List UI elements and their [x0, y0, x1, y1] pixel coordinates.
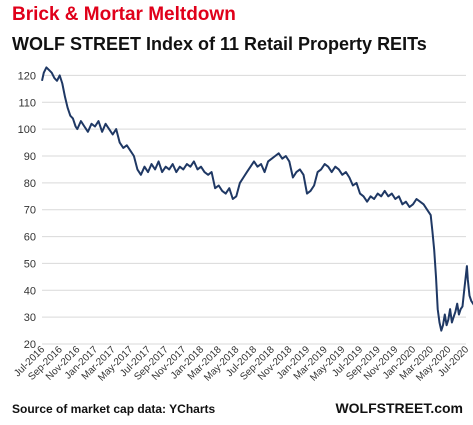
gridlines	[42, 74, 466, 345]
y-tick-label: 40	[24, 285, 36, 297]
source-note: Source of market cap data: YCharts	[12, 402, 216, 416]
y-tick-label: 100	[18, 124, 36, 136]
y-axis: 20 30 40 50 60 70 80 90 100 110 120	[18, 70, 36, 351]
y-tick-label: 30	[24, 312, 36, 324]
y-tick-label: 50	[24, 258, 36, 270]
x-axis: Jul-2016Sep-2016Nov-2016Jan-2017Mar-2017…	[12, 344, 471, 384]
y-tick-label: 90	[24, 151, 36, 163]
y-tick-label: 110	[18, 97, 36, 109]
y-tick-label: 60	[24, 232, 36, 244]
y-tick-label: 80	[24, 178, 36, 190]
chart-title: Brick & Mortar Meltdown	[12, 4, 236, 25]
brand-label: WOLFSTREET.com	[335, 400, 463, 416]
y-tick-label: 20	[24, 339, 36, 351]
y-tick-label: 70	[24, 205, 36, 217]
series-line	[41, 66, 473, 332]
y-tick-label: 120	[18, 70, 36, 82]
chart-subtitle: WOLF STREET Index of 11 Retail Property …	[12, 34, 427, 54]
